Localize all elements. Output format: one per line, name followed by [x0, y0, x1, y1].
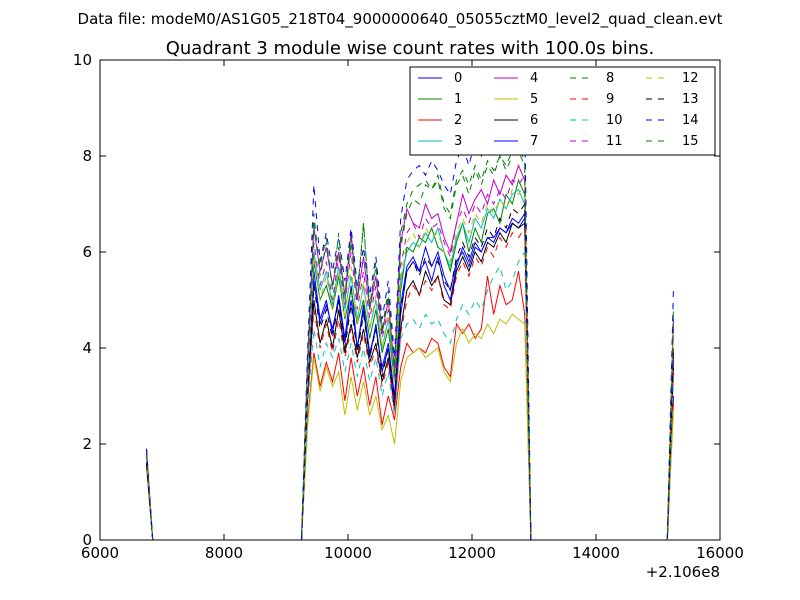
axes-border	[99, 59, 721, 541]
legend-label-3: 3	[454, 134, 462, 149]
x-tick-label: 6000	[81, 544, 119, 562]
legend-label-0: 0	[454, 71, 462, 86]
x-tick-label: 16000	[696, 544, 744, 562]
legend-label-10: 10	[606, 113, 623, 128]
x-tick-label: 14000	[572, 544, 620, 562]
y-tick-label: 8	[82, 147, 92, 165]
legend-label-2: 2	[454, 113, 462, 128]
legend-label-1: 1	[454, 92, 462, 107]
legend-label-8: 8	[606, 71, 614, 86]
legend-label-11: 11	[606, 134, 623, 149]
x-tick-label: 8000	[205, 544, 243, 562]
legend-label-14: 14	[682, 113, 699, 128]
y-tick-label: 10	[73, 51, 92, 69]
legend-label-4: 4	[530, 71, 538, 86]
chart-suptitle: Data file: modeM0/AS1G05_218T04_90000006…	[78, 10, 723, 29]
legend-label-15: 15	[682, 134, 699, 149]
x-tick-label: 12000	[448, 544, 496, 562]
x-tick-label: 10000	[324, 544, 372, 562]
legend-label-7: 7	[530, 134, 538, 149]
chart-title: Quadrant 3 module wise count rates with …	[166, 38, 655, 59]
y-tick-label: 4	[82, 339, 92, 357]
y-tick-label: 0	[82, 531, 92, 549]
x-axis-offset-label: +2.106e8	[646, 563, 720, 581]
legend-label-13: 13	[682, 92, 699, 107]
legend-label-9: 9	[606, 92, 614, 107]
legend-label-5: 5	[530, 92, 538, 107]
y-tick-label: 6	[82, 243, 92, 261]
legend-box	[409, 66, 716, 156]
legend-label-12: 12	[682, 71, 699, 86]
legend-label-6: 6	[530, 113, 538, 128]
x-axis-ticks: 6000 8000 10000 12000 14000 16000	[81, 60, 744, 562]
y-tick-label: 2	[82, 435, 92, 453]
